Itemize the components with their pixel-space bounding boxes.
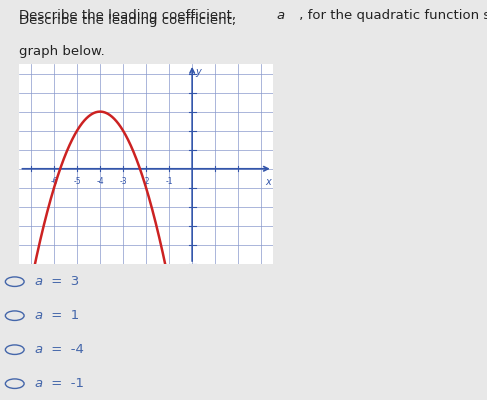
Text: -3: -3	[119, 177, 127, 186]
Text: -6: -6	[50, 177, 58, 186]
Text: =  -4: = -4	[47, 343, 84, 356]
Text: -1: -1	[166, 177, 173, 186]
Text: a: a	[35, 275, 43, 288]
Text: =  -1: = -1	[47, 377, 84, 390]
Text: x: x	[265, 177, 271, 187]
Text: , for the quadratic function shown in the: , for the quadratic function shown in th…	[295, 9, 487, 22]
Text: -2: -2	[142, 177, 150, 186]
Text: Describe the leading coefficient,: Describe the leading coefficient,	[19, 9, 241, 22]
Text: a: a	[277, 9, 285, 22]
Text: -4: -4	[96, 177, 104, 186]
Text: a: a	[35, 343, 43, 356]
Text: graph below.: graph below.	[19, 45, 105, 58]
Text: y: y	[195, 67, 201, 77]
Text: =  1: = 1	[47, 309, 79, 322]
Text: Describe the leading coefficient,: Describe the leading coefficient,	[19, 14, 241, 27]
Text: a: a	[35, 309, 43, 322]
Text: =  3: = 3	[47, 275, 79, 288]
Text: a: a	[35, 377, 43, 390]
Text: -5: -5	[73, 177, 81, 186]
